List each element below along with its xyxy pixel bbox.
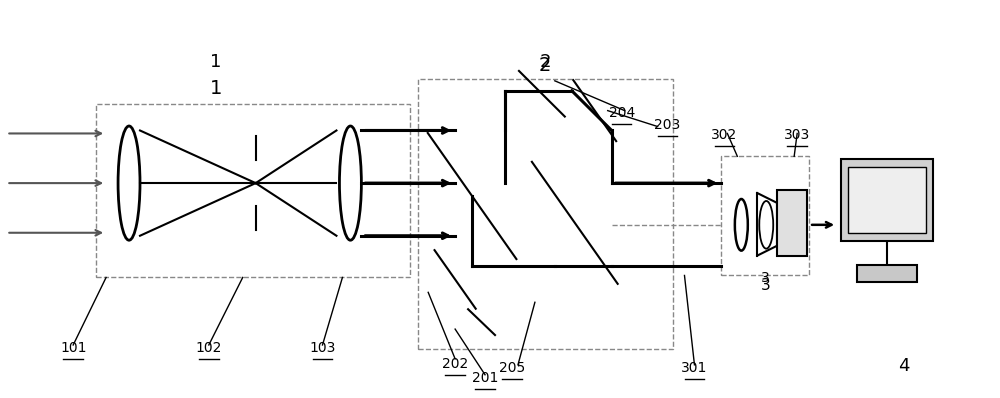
Bar [418,79,673,349]
Text: 1: 1 [210,79,222,98]
Text: 103: 103 [309,341,336,355]
Bar [777,190,807,256]
Text: 203: 203 [654,119,681,133]
Text: 102: 102 [196,341,222,355]
Text: 201: 201 [472,371,498,385]
Text: 202: 202 [442,357,468,371]
Text: 3: 3 [760,278,770,293]
Text: 303: 303 [784,129,810,142]
Bar [721,156,809,275]
Text: 302: 302 [711,129,738,142]
Bar [841,159,933,241]
Bar [96,103,410,277]
Text: 2: 2 [539,57,551,76]
Text: 3: 3 [761,271,770,285]
Text: 1: 1 [210,53,221,71]
Bar [857,265,917,283]
Text: 4: 4 [898,357,910,375]
Text: 2: 2 [539,53,551,71]
Bar [848,167,926,233]
Text: 205: 205 [499,361,525,375]
Text: 204: 204 [609,105,635,119]
Text: 301: 301 [681,361,708,375]
Text: 101: 101 [60,341,86,355]
